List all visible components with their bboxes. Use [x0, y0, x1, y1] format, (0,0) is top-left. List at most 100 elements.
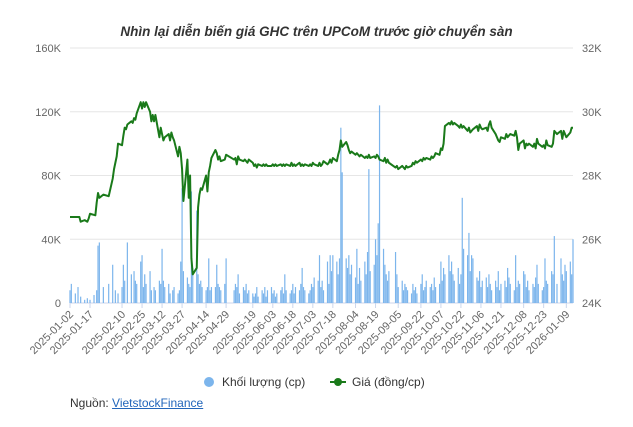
volume-bar	[172, 290, 174, 303]
volume-bar	[142, 287, 144, 303]
volume-bar	[433, 277, 435, 303]
volume-bar	[337, 274, 339, 303]
volume-bar	[214, 287, 217, 303]
volume-bar	[448, 255, 450, 303]
volume-bar	[114, 290, 116, 303]
volume-bar	[177, 293, 179, 303]
volume-bar	[516, 287, 518, 303]
volume-bar	[376, 255, 378, 303]
volume-bar	[434, 287, 437, 303]
x-axis: 2025-01-022025-01-172025-02-102025-02-25…	[28, 303, 572, 357]
volume-bar	[330, 271, 333, 304]
volume-bar	[537, 283, 539, 304]
volume-bar	[244, 290, 246, 303]
volume-bar	[420, 283, 422, 304]
volume-bar	[218, 287, 221, 303]
source-note: Nguồn: VietstockFinance	[70, 396, 203, 410]
volume-bar	[130, 274, 132, 303]
volume-bar	[442, 267, 445, 303]
volume-bar	[164, 287, 166, 303]
volume-bar	[121, 287, 123, 303]
volume-bar	[281, 287, 283, 303]
volume-bar	[404, 283, 406, 304]
volume-bar	[154, 290, 156, 303]
volume-bar	[182, 271, 185, 304]
volume-bar	[201, 287, 203, 303]
volume-bar	[70, 283, 72, 304]
volume-bar	[476, 277, 478, 303]
volume-bar	[505, 287, 507, 303]
volume-bar	[108, 283, 110, 304]
volume-bar	[252, 293, 254, 303]
volume-bar	[89, 299, 91, 303]
volume-bar	[122, 264, 124, 303]
volume-bar	[225, 258, 227, 304]
volume-bar	[410, 293, 413, 303]
volume-bar	[406, 290, 409, 303]
volume-bar	[509, 283, 511, 304]
volume-bar	[282, 293, 285, 303]
volume-bar	[112, 264, 114, 303]
volume-bar	[556, 283, 558, 304]
volume-bar	[188, 283, 190, 304]
volume-bar	[382, 248, 385, 303]
volume-bar	[569, 261, 571, 303]
volume-bar	[181, 188, 183, 303]
volume-bar	[481, 280, 483, 303]
volume-bar	[290, 290, 293, 303]
volume-bar	[374, 239, 377, 303]
volume-bar	[413, 290, 415, 303]
volume-bar	[265, 296, 267, 304]
volume-bar	[394, 252, 397, 303]
y-left-tick-label: 80K	[41, 171, 61, 183]
volume-bar	[150, 290, 152, 303]
volume-bar	[485, 277, 487, 303]
volume-bar	[262, 293, 265, 303]
legend-item-price[interactable]: Giá (đồng/cp)	[330, 375, 425, 389]
volume-bar	[368, 169, 370, 304]
volume-bar	[298, 290, 301, 303]
volume-bar	[224, 283, 226, 304]
volume-bar	[450, 261, 453, 303]
volume-bar	[308, 293, 310, 303]
volume-bar	[541, 290, 543, 303]
volume-bar	[309, 290, 311, 303]
volume-bar	[461, 197, 463, 303]
volume-bar	[236, 287, 238, 303]
volume-bar	[532, 283, 534, 304]
price-series-line	[70, 101, 573, 276]
legend-item-volume[interactable]: Khối lượng (cp)	[204, 375, 305, 389]
source-link[interactable]: VietstockFinance	[112, 396, 204, 410]
volume-bar	[186, 277, 189, 303]
volume-bar	[571, 274, 573, 303]
volume-bar	[500, 283, 502, 304]
volume-bar	[527, 280, 529, 303]
volume-bar	[329, 255, 331, 303]
volume-bar	[336, 261, 338, 303]
volume-bar	[517, 280, 519, 303]
volume-bar	[444, 274, 446, 303]
volume-bar	[519, 283, 521, 304]
y-right-tick-label: 30K	[582, 107, 602, 119]
volume-bar	[401, 280, 403, 303]
volume-bar	[561, 274, 563, 303]
volume-bar	[173, 287, 175, 303]
volume-bar	[430, 283, 433, 304]
volume-bar	[284, 274, 286, 303]
volume-bar	[168, 283, 170, 304]
volume-bar	[525, 287, 527, 303]
volume-bar	[457, 267, 459, 303]
volume-bar	[238, 293, 241, 303]
volume-bar	[234, 283, 237, 304]
volume-bar	[449, 271, 451, 304]
volume-bar	[326, 261, 329, 303]
volume-bar	[318, 255, 321, 303]
volume-bar	[321, 280, 323, 303]
volume-bar	[385, 274, 387, 303]
volume-bar	[405, 287, 407, 303]
volume-bar	[320, 287, 322, 303]
volume-bar	[462, 248, 465, 303]
volume-bar	[162, 280, 164, 303]
volume-bar	[340, 127, 342, 303]
